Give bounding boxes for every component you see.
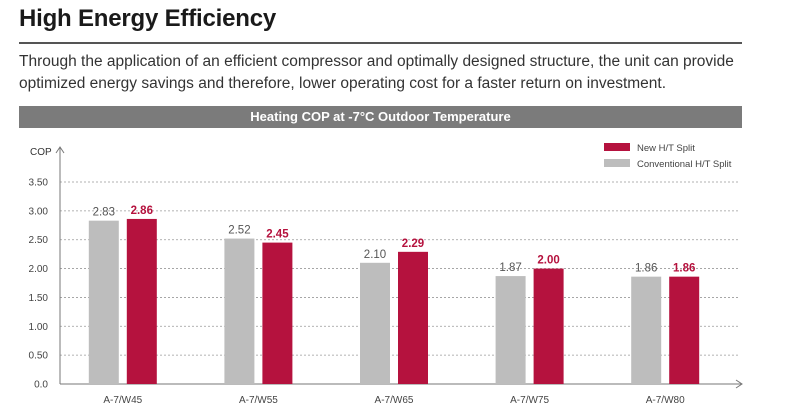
y-tick-label: 2.50 xyxy=(29,235,49,246)
y-tick-label: 0.0 xyxy=(34,380,48,391)
bar-conventional xyxy=(224,238,255,384)
bar-new xyxy=(398,251,428,384)
data-label-new: 2.86 xyxy=(131,205,153,217)
legend-label-new: New H/T Split xyxy=(637,143,695,154)
y-tick-label: 0.50 xyxy=(29,351,49,362)
data-label-new: 1.86 xyxy=(673,263,695,275)
y-tick-label: 1.50 xyxy=(29,293,49,304)
data-label-conventional: 1.86 xyxy=(635,263,657,275)
bar-conventional xyxy=(495,276,526,384)
title-divider xyxy=(19,42,742,44)
x-axis-arrow xyxy=(735,379,743,389)
data-label-new: 2.45 xyxy=(266,229,289,241)
data-label-conventional: 1.87 xyxy=(499,262,521,274)
data-label-conventional: 2.10 xyxy=(364,249,386,261)
y-tick-label: 1.00 xyxy=(29,322,49,333)
data-label-new: 2.29 xyxy=(402,238,424,250)
y-tick-label: 3.00 xyxy=(29,206,49,217)
y-axis-title: COP xyxy=(30,147,52,158)
legend-label-conventional: Conventional H/T Split xyxy=(637,159,732,170)
bar-new xyxy=(533,268,564,384)
bar-new xyxy=(262,242,293,384)
y-axis-arrow xyxy=(55,146,65,154)
y-tick-label: 3.50 xyxy=(29,178,49,189)
bar-new xyxy=(669,276,700,384)
x-category-label: A-7/W65 xyxy=(375,395,414,406)
y-tick-label: 2.00 xyxy=(29,264,49,275)
x-category-label: A-7/W45 xyxy=(103,395,142,406)
x-category-label: A-7/W55 xyxy=(239,395,278,406)
intro-paragraph: Through the application of an efficient … xyxy=(19,53,734,92)
page-title: High Energy Efficiency xyxy=(19,5,276,32)
chart-title: Heating COP at -7°C Outdoor Temperature xyxy=(19,106,742,128)
data-label-new: 2.00 xyxy=(537,255,559,267)
data-label-conventional: 2.52 xyxy=(228,225,250,237)
legend-swatch-conventional xyxy=(604,159,630,167)
x-category-label: A-7/W75 xyxy=(510,395,549,406)
data-label-conventional: 2.83 xyxy=(93,207,115,219)
legend-swatch-new xyxy=(604,143,630,151)
bar-new xyxy=(126,218,157,384)
bar-conventional xyxy=(631,276,662,384)
x-category-label: A-7/W80 xyxy=(646,395,685,406)
bar-conventional xyxy=(360,262,390,384)
bar-conventional xyxy=(88,220,119,384)
